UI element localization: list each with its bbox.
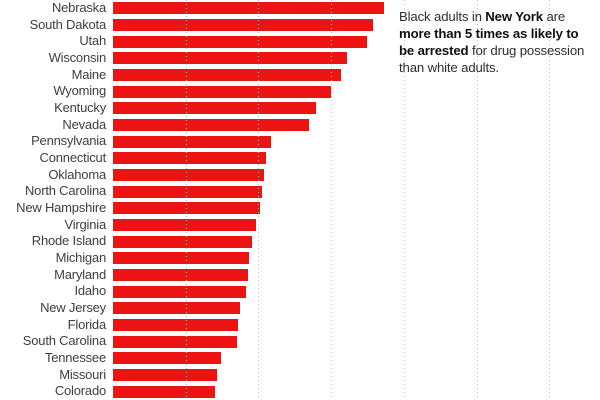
bar-row: New Hampshire	[0, 200, 600, 217]
state-label: Virginia	[64, 216, 106, 232]
value-bar	[113, 35, 367, 48]
state-label: Oklahoma	[48, 166, 106, 182]
bar-row: Kentucky	[0, 100, 600, 117]
annotation-bold-text: more than 5 times as likely to	[399, 25, 579, 41]
bar-row: New Jersey	[0, 300, 600, 317]
value-bar	[113, 185, 262, 198]
value-bar	[113, 118, 310, 132]
annotation-bold-text: New York	[485, 9, 543, 24]
annotation-line: Black adults in New York are	[399, 9, 584, 26]
bar-row: Colorado	[0, 383, 600, 400]
bar-row: Nebraska	[0, 0, 600, 17]
value-bar	[113, 202, 260, 215]
state-label: Maryland	[54, 266, 106, 282]
state-label: Maine	[71, 66, 107, 82]
annotation: Black adults in New York are more than 5 …	[399, 9, 584, 77]
state-label: Wisconsin	[48, 50, 107, 65]
bar-row: Maryland	[0, 267, 600, 284]
state-label: New Hampshire	[16, 200, 106, 215]
bar-row: Missouri	[0, 367, 600, 384]
bar-row: Wisconsin	[0, 50, 600, 67]
annotation-text: Black adults in	[399, 9, 486, 24]
state-label: Nevada	[62, 116, 106, 132]
state-label: Michigan	[55, 250, 107, 265]
value-bar	[113, 268, 249, 282]
bar-row: Michigan	[0, 250, 600, 267]
state-label: Colorado	[54, 383, 106, 399]
value-bar	[113, 52, 348, 65]
value-bar	[113, 85, 332, 98]
annotation-line: more than 5 times as likely to	[399, 26, 584, 43]
state-label: Connecticut	[39, 150, 107, 165]
value-bar	[113, 18, 373, 32]
bar-row: Connecticut	[0, 150, 600, 167]
bar-row: Rhode Island	[0, 233, 600, 250]
state-label: Idaho	[74, 283, 106, 299]
state-label: Nebraska	[51, 0, 106, 15]
bar-row: Idaho	[0, 283, 600, 300]
state-label: South Dakota	[29, 16, 107, 32]
state-label: Wyoming	[53, 83, 106, 99]
bar-row: Tennessee	[0, 350, 600, 367]
state-label: Rhode Island	[31, 233, 106, 249]
bar-row: Virginia	[0, 217, 600, 234]
value-bar	[113, 285, 246, 298]
value-bar	[113, 368, 217, 382]
value-bar	[113, 152, 267, 165]
state-label: Pennsylvania	[31, 133, 106, 149]
value-bar	[113, 102, 316, 115]
annotation-bold-text: be arrested	[399, 42, 469, 58]
state-label: New Jersey	[40, 300, 106, 315]
annotation-text: are	[542, 9, 566, 24]
bar-row: North Carolina	[0, 183, 600, 200]
value-bar	[113, 68, 342, 82]
annotation-line: than white adults.	[399, 60, 584, 77]
state-label: Tennessee	[44, 350, 106, 365]
bar-row: Maine	[0, 67, 600, 84]
value-bar	[113, 335, 238, 348]
value-bar	[113, 385, 215, 398]
value-bar	[113, 302, 240, 315]
bar-row: Nevada	[0, 117, 600, 134]
annotation-line: be arrested for drug possession	[399, 43, 584, 60]
bar-row: Florida	[0, 317, 600, 334]
state-label: Kentucky	[54, 100, 106, 115]
value-bar	[113, 168, 264, 182]
state-label: Florida	[67, 316, 107, 332]
bar-row: Wyoming	[0, 83, 600, 100]
state-label: South Carolina	[22, 333, 106, 349]
annotation-text: for drug possession	[468, 42, 585, 58]
annotation-text: than white adults.	[399, 59, 499, 75]
value-bar	[113, 2, 385, 15]
state-label: Missouri	[59, 366, 106, 382]
state-label: North Carolina	[24, 183, 106, 199]
value-bar	[113, 235, 252, 248]
value-bar	[113, 252, 249, 265]
state-label: Utah	[79, 33, 106, 49]
value-bar	[113, 218, 256, 232]
bar-row: Pennsylvania	[0, 133, 600, 150]
value-bar	[113, 135, 271, 148]
bar-row: South Dakota	[0, 17, 600, 34]
value-bar	[113, 318, 238, 332]
bar-row: Oklahoma	[0, 167, 600, 184]
bar-row: South Carolina	[0, 333, 600, 350]
value-bar	[113, 352, 222, 365]
bar-row: Utah	[0, 33, 600, 50]
